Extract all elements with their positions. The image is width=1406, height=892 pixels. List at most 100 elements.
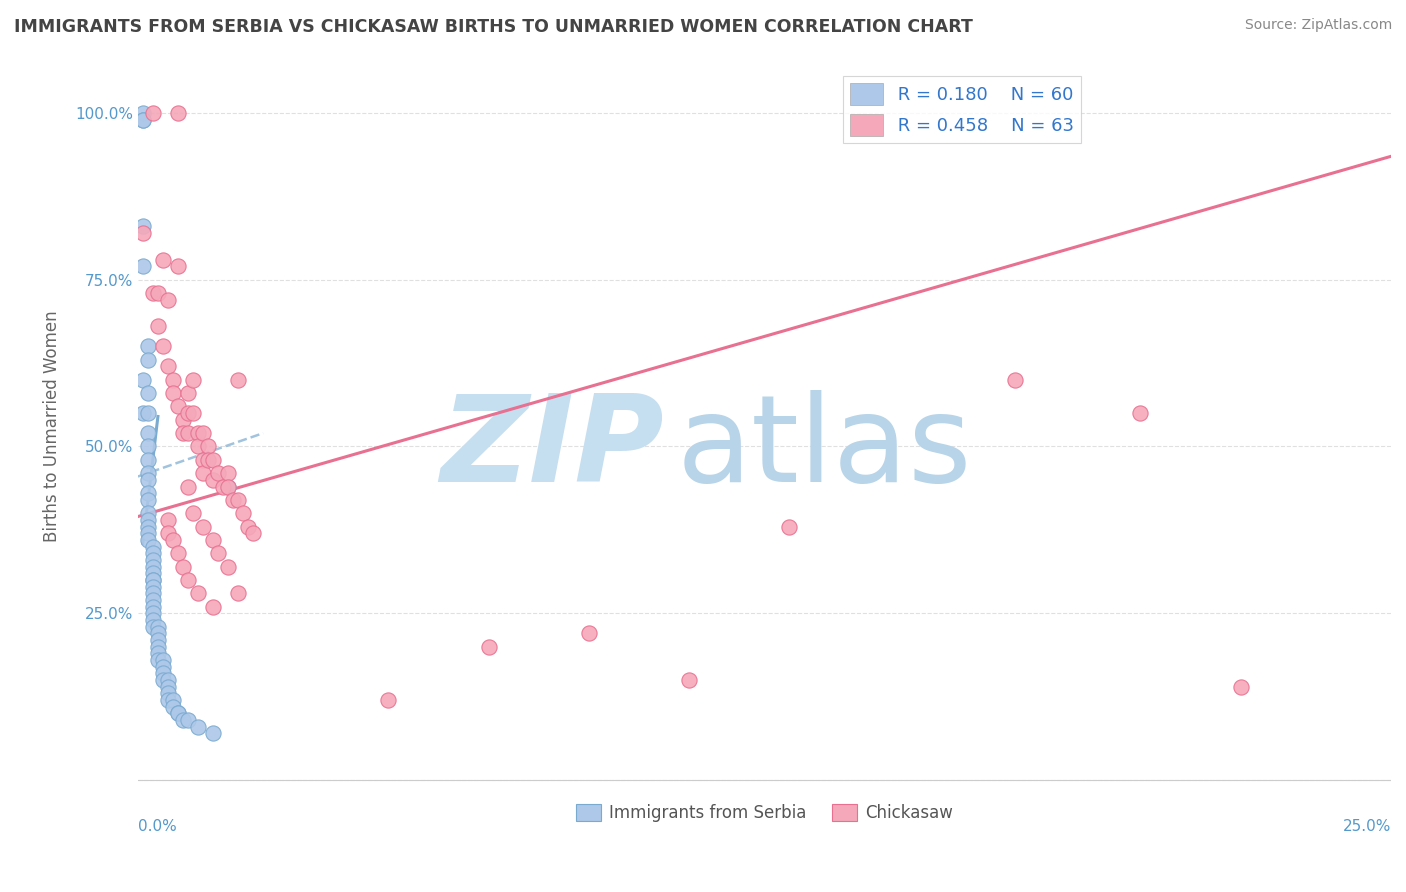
Point [142, 546, 165, 560]
Point [156, 513, 179, 527]
Point [142, 553, 165, 567]
Point [152, 653, 174, 667]
Point [142, 593, 165, 607]
Point [136, 466, 159, 480]
Point [779, 519, 801, 533]
Point [377, 693, 399, 707]
Point [162, 373, 184, 387]
Point [197, 453, 219, 467]
Point [146, 626, 169, 640]
Point [177, 386, 200, 401]
Point [226, 373, 249, 387]
Point [146, 319, 169, 334]
Point [146, 653, 169, 667]
Point [162, 533, 184, 547]
Text: 0.0%: 0.0% [138, 819, 177, 834]
Point [187, 440, 209, 454]
Text: 25.0%: 25.0% [1343, 819, 1391, 834]
Point [136, 519, 159, 533]
Point [146, 646, 169, 660]
Point [217, 559, 239, 574]
Point [152, 252, 174, 267]
Point [146, 640, 169, 654]
Point [142, 607, 165, 621]
Point [136, 352, 159, 367]
Point [1229, 680, 1251, 694]
Text: Source: ZipAtlas.com: Source: ZipAtlas.com [1244, 18, 1392, 32]
Point [152, 673, 174, 687]
Point [232, 506, 254, 520]
Point [142, 106, 165, 120]
Point [156, 693, 179, 707]
Point [242, 526, 264, 541]
Point [136, 473, 159, 487]
Point [187, 586, 209, 600]
Point [191, 453, 214, 467]
Point [136, 513, 159, 527]
Point [136, 453, 159, 467]
Point [136, 486, 159, 500]
Text: IMMIGRANTS FROM SERBIA VS CHICKASAW BIRTHS TO UNMARRIED WOMEN CORRELATION CHART: IMMIGRANTS FROM SERBIA VS CHICKASAW BIRT… [14, 18, 973, 36]
Point [197, 440, 219, 454]
Point [181, 406, 204, 420]
Point [152, 339, 174, 353]
Point [172, 426, 194, 441]
Point [578, 626, 600, 640]
Point [202, 599, 225, 614]
Point [167, 260, 190, 274]
Point [202, 726, 225, 740]
Point [217, 479, 239, 493]
Point [136, 406, 159, 420]
Point [167, 706, 190, 721]
Point [136, 492, 159, 507]
Point [167, 400, 190, 414]
Point [191, 466, 214, 480]
Point [132, 106, 155, 120]
Point [678, 673, 700, 687]
Point [217, 479, 239, 493]
Point [177, 479, 200, 493]
Point [167, 706, 190, 721]
Point [142, 586, 165, 600]
Point [236, 519, 259, 533]
Point [136, 339, 159, 353]
Point [132, 260, 155, 274]
Point [142, 599, 165, 614]
Point [142, 573, 165, 587]
Text: ZIP: ZIP [440, 390, 664, 507]
Point [172, 713, 194, 727]
Point [156, 293, 179, 307]
Point [132, 226, 155, 240]
Point [167, 106, 190, 120]
Point [132, 373, 155, 387]
Point [152, 659, 174, 673]
Point [162, 386, 184, 401]
Point [156, 686, 179, 700]
Point [136, 426, 159, 441]
Point [152, 666, 174, 681]
Point [167, 546, 190, 560]
Point [146, 632, 169, 647]
Point [146, 619, 169, 633]
Point [142, 559, 165, 574]
Point [136, 526, 159, 541]
Point [156, 526, 179, 541]
Point [136, 440, 159, 454]
Point [177, 713, 200, 727]
Point [156, 359, 179, 374]
Point [177, 573, 200, 587]
Point [132, 112, 155, 127]
Point [156, 680, 179, 694]
Point [142, 286, 165, 301]
Point [142, 566, 165, 581]
Point [181, 373, 204, 387]
Point [132, 112, 155, 127]
Point [142, 619, 165, 633]
Point [212, 479, 235, 493]
Point [226, 492, 249, 507]
Point [187, 426, 209, 441]
Point [181, 506, 204, 520]
Legend:  R = 0.180    N = 60,  R = 0.458    N = 63: R = 0.180 N = 60, R = 0.458 N = 63 [844, 76, 1081, 144]
Point [136, 386, 159, 401]
Y-axis label: Births to Unmarried Women: Births to Unmarried Women [44, 310, 60, 542]
